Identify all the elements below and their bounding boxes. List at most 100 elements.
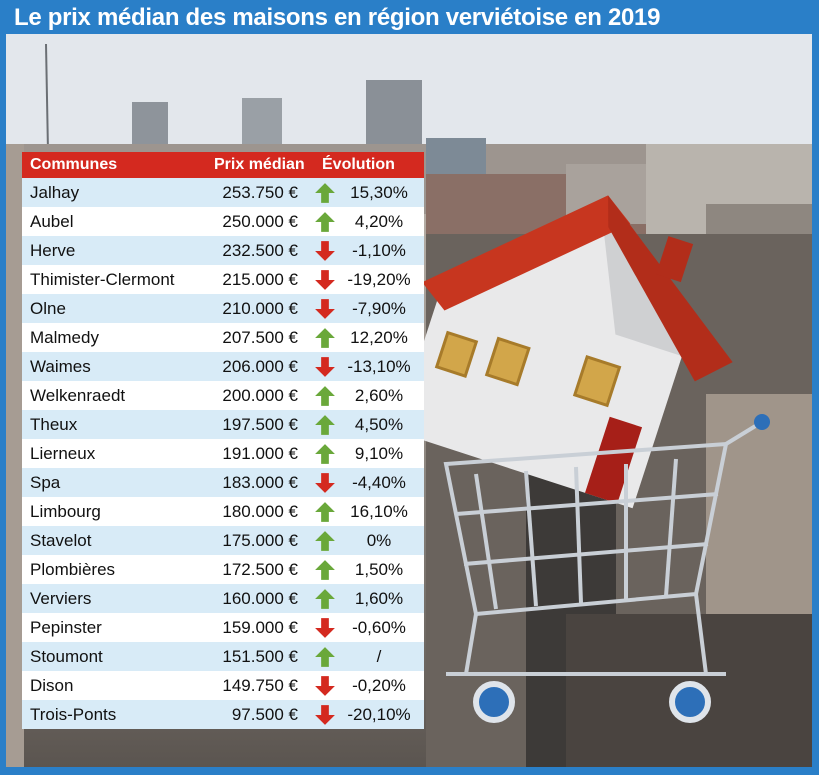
cell-commune: Limbourg: [30, 501, 101, 521]
arrow-down-icon: [315, 675, 335, 696]
evolution-value: 0%: [366, 530, 392, 550]
cell-price: 232.500 €: [222, 240, 298, 260]
evolution-value: -0,20%: [352, 675, 406, 695]
cell-price: 191.000 €: [222, 443, 298, 463]
cell-evolution: 0%: [310, 530, 424, 552]
table-row: Jalhay 253.750 € 15,30%: [22, 178, 424, 207]
table-row: Pepinster 159.000 € -0,60%: [22, 613, 424, 642]
table-row: Limbourg 180.000 € 16,10%: [22, 497, 424, 526]
arrow-up-icon: [315, 211, 335, 232]
arrow-up-icon: [315, 588, 335, 609]
cell-price: 175.000 €: [222, 530, 298, 550]
cell-commune: Stavelot: [30, 530, 92, 550]
cell-commune: Olne: [30, 298, 66, 318]
cell-commune: Malmedy: [30, 327, 99, 347]
arrow-down-icon: [315, 298, 335, 319]
cell-evolution: 16,10%: [310, 501, 424, 523]
evolution-value: -1,10%: [352, 240, 406, 260]
cell-commune: Aubel: [30, 211, 74, 231]
cell-commune: Lierneux: [30, 443, 96, 463]
table-row: Verviers 160.000 € 1,60%: [22, 584, 424, 613]
cell-price: 197.500 €: [222, 414, 298, 434]
arrow-up-icon: [315, 414, 335, 435]
cell-price: 97.500 €: [231, 704, 298, 724]
table-body: Jalhay 253.750 € 15,30% Aubel 250.000 € 4,20%…: [22, 178, 424, 729]
cell-price: 215.000 €: [222, 269, 298, 289]
arrow-up-icon: [315, 559, 335, 580]
cell-commune: Theux: [30, 414, 78, 434]
cell-price: 253.750 €: [222, 182, 298, 202]
cell-commune: Waimes: [30, 356, 91, 376]
cell-price: 160.000 €: [222, 588, 298, 608]
column-header-evolution: Évolution: [322, 156, 395, 173]
cell-evolution: 1,50%: [310, 559, 424, 581]
column-header-commune: Communes: [30, 156, 118, 173]
cell-evolution: -1,10%: [310, 240, 424, 262]
table-header: Communes Prix médian Évolution: [22, 152, 424, 178]
cell-evolution: 12,20%: [310, 327, 424, 349]
cell-commune: Spa: [30, 472, 61, 492]
cell-price: 149.750 €: [222, 675, 298, 695]
table-row: Stavelot 175.000 € 0%: [22, 526, 424, 555]
table-row: Dison 149.750 € -0,20%: [22, 671, 424, 700]
evolution-value: 12,20%: [350, 327, 408, 347]
evolution-value: -0,60%: [352, 617, 406, 637]
cell-evolution: /: [310, 646, 424, 668]
table-row: Theux 197.500 € 4,50%: [22, 410, 424, 439]
cell-commune: Jalhay: [30, 182, 80, 202]
arrow-up-icon: [315, 443, 335, 464]
cell-evolution: 4,20%: [310, 211, 424, 233]
cell-evolution: -0,20%: [310, 675, 424, 697]
evolution-value: -19,20%: [347, 269, 411, 289]
cell-evolution: 2,60%: [310, 385, 424, 407]
arrow-down-icon: [315, 704, 335, 725]
table-row: Trois-Ponts 97.500 € -20,10%: [22, 700, 424, 729]
table-row: Malmedy 207.500 € 12,20%: [22, 323, 424, 352]
evolution-value: -13,10%: [347, 356, 411, 376]
cell-evolution: -13,10%: [310, 356, 424, 378]
cell-commune: Trois-Ponts: [30, 704, 117, 724]
cell-evolution: -20,10%: [310, 704, 424, 726]
evolution-value: 1,60%: [354, 588, 404, 608]
arrow-up-icon: [315, 182, 335, 203]
evolution-value: -7,90%: [352, 298, 406, 318]
cell-price: 206.000 €: [222, 356, 298, 376]
arrow-down-icon: [315, 472, 335, 493]
cell-evolution: 4,50%: [310, 414, 424, 436]
evolution-value: 1,50%: [354, 559, 404, 579]
price-table: Communes Prix médian Évolution Jalhay 253…: [22, 152, 424, 729]
cell-commune: Dison: [30, 675, 74, 695]
cell-commune: Plombières: [30, 559, 116, 579]
evolution-value: 4,20%: [354, 211, 404, 231]
cell-price: 250.000 €: [222, 211, 298, 231]
arrow-down-icon: [315, 356, 335, 377]
cell-commune: Herve: [30, 240, 76, 260]
cell-price: 172.500 €: [222, 559, 298, 579]
evolution-value: 15,30%: [350, 182, 408, 202]
table-row: Lierneux 191.000 € 9,10%: [22, 439, 424, 468]
table-row: Stoumont 151.500 € /: [22, 642, 424, 671]
arrow-up-icon: [315, 385, 335, 406]
cell-evolution: 15,30%: [310, 182, 424, 204]
evolution-value: 9,10%: [354, 443, 404, 463]
arrow-up-icon: [315, 501, 335, 522]
cell-evolution: -4,40%: [310, 472, 424, 494]
arrow-up-icon: [315, 530, 335, 551]
table-row: Welkenraedt 200.000 € 2,60%: [22, 381, 424, 410]
arrow-down-icon: [315, 269, 335, 290]
cell-price: 207.500 €: [222, 327, 298, 347]
cell-price: 210.000 €: [222, 298, 298, 318]
cell-commune: Thimister-Clermont: [30, 269, 175, 289]
house-illustration: [394, 195, 733, 509]
cell-price: 200.000 €: [222, 385, 298, 405]
table-row: Herve 232.500 € -1,10%: [22, 236, 424, 265]
arrow-down-icon: [315, 240, 335, 261]
evolution-value: 4,50%: [354, 414, 404, 434]
arrow-up-icon: [315, 646, 335, 667]
table-row: Thimister-Clermont 215.000 € -19,20%: [22, 265, 424, 294]
cell-evolution: -7,90%: [310, 298, 424, 320]
cell-commune: Welkenraedt: [30, 385, 126, 405]
evolution-value: -4,40%: [352, 472, 406, 492]
cell-commune: Verviers: [30, 588, 92, 608]
